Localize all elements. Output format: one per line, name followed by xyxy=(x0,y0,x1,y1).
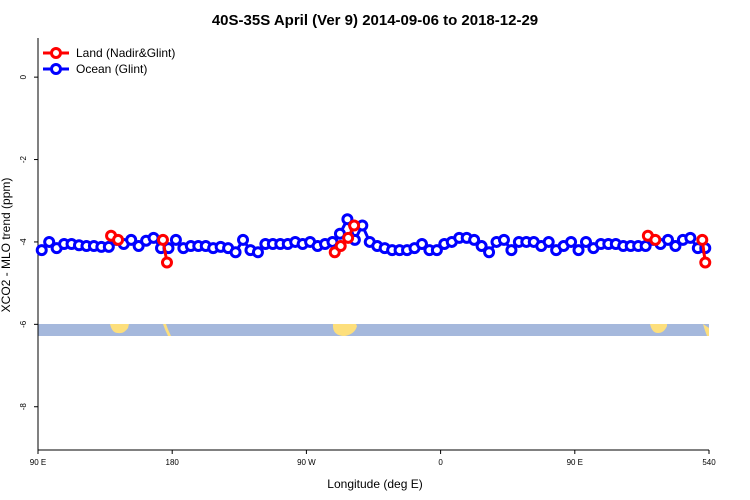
point xyxy=(579,235,592,248)
point xyxy=(684,231,697,244)
y-tick-label: -2 xyxy=(19,155,28,163)
point xyxy=(147,231,160,244)
land-strip xyxy=(38,324,709,336)
point xyxy=(639,240,652,253)
point xyxy=(696,233,709,246)
legend-marker xyxy=(50,63,62,75)
point xyxy=(565,235,578,248)
y-axis-label: XCO2 - MLO trend (ppm) xyxy=(0,178,13,313)
point xyxy=(43,235,56,248)
point xyxy=(497,233,510,246)
x-tick-label: 0 xyxy=(438,458,443,467)
point xyxy=(661,233,674,246)
point xyxy=(169,233,182,246)
point xyxy=(572,244,585,257)
chart-title: 40S-35S April (Ver 9) 2014-09-06 to 2018… xyxy=(212,12,538,29)
x-tick-label: 90 W xyxy=(297,458,316,467)
legend-label: Land (Nadir&Glint) xyxy=(76,46,175,60)
legend-marker xyxy=(50,47,62,59)
point xyxy=(415,238,428,250)
point xyxy=(699,256,712,269)
point xyxy=(475,240,488,253)
x-tick-label: 90 E xyxy=(567,458,583,467)
x-axis-label: Longitude (deg E) xyxy=(327,477,422,491)
point xyxy=(125,233,138,246)
point xyxy=(156,233,169,246)
point xyxy=(542,235,555,248)
point xyxy=(430,244,443,257)
y-tick-label: -4 xyxy=(19,238,28,246)
point xyxy=(132,240,145,253)
point xyxy=(160,256,173,269)
x-tick-label: 90 E xyxy=(30,458,46,467)
point xyxy=(505,244,518,257)
point xyxy=(112,233,125,246)
point xyxy=(237,233,250,246)
point xyxy=(229,246,242,259)
x-tick-label: 540 xyxy=(702,458,716,467)
point xyxy=(102,240,115,253)
point xyxy=(251,246,264,259)
point xyxy=(669,240,682,253)
point xyxy=(334,240,347,253)
y-tick-label: -6 xyxy=(19,320,28,328)
point xyxy=(35,244,48,257)
point xyxy=(342,231,355,244)
point xyxy=(483,246,496,259)
point xyxy=(649,233,662,246)
legend-label: Ocean (Glint) xyxy=(76,62,147,76)
point xyxy=(468,233,481,246)
y-tick-label: -8 xyxy=(19,403,28,411)
y-tick-label: 0 xyxy=(19,74,28,79)
point xyxy=(348,219,361,232)
x-tick-label: 180 xyxy=(166,458,180,467)
